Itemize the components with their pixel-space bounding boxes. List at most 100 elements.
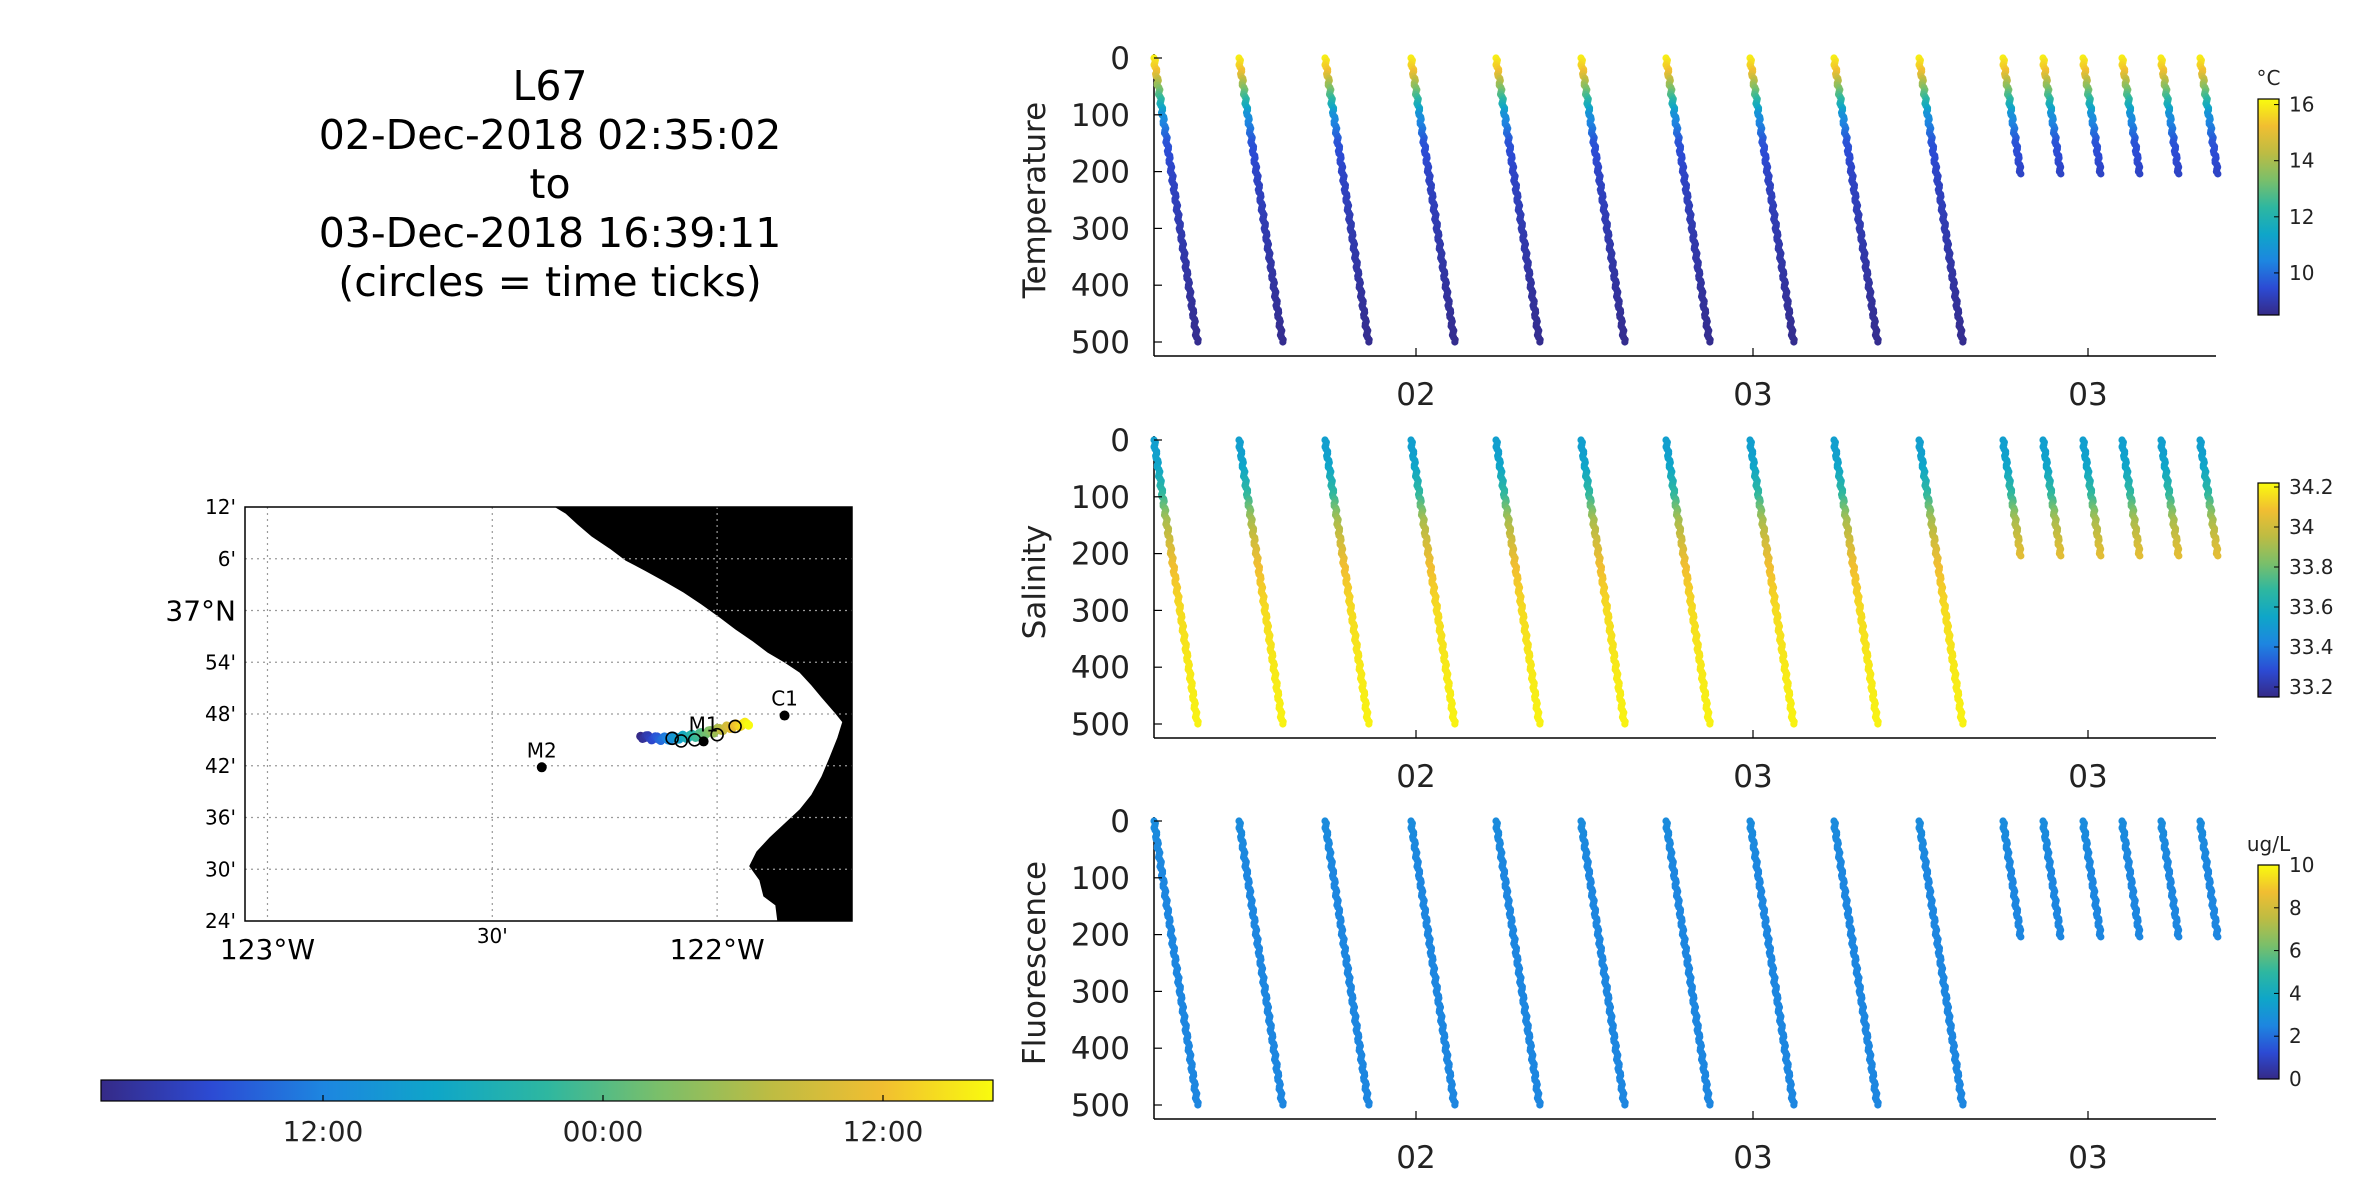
colorbar-unit-label: °C [2257,66,2281,90]
map-lat-tick-label: 36' [205,806,236,830]
station-marker [779,710,790,721]
y-tick-label: 400 [1071,268,1130,304]
data-point [2017,933,2025,941]
data-point [2214,170,2222,178]
time-colorbar: 12:00 00:00 12:00 [100,1079,994,1148]
y-tick-label: 200 [1071,918,1130,954]
station-label: C1 [771,687,798,711]
x-tick-label: 02 [1396,759,1435,795]
data-point [2175,552,2183,560]
y-tick-label: 500 [1071,325,1130,361]
data-point [1790,1101,1798,1109]
data-point [1706,720,1714,728]
y-tick-label: 100 [1071,480,1130,516]
y-tick-label: 300 [1071,974,1130,1010]
map-lat-tick-label: 48' [205,702,236,726]
data-point [2136,170,2144,178]
colorbar-tick-label: 33.4 [2289,635,2334,659]
title-line-to: to [529,160,571,208]
y-tick-label: 400 [1071,1031,1130,1067]
data-point [2057,933,2065,941]
data-point [2097,552,2105,560]
colorbar-tick-label: 33.6 [2289,595,2334,619]
map-lat-tick-label: 42' [205,754,236,778]
colorbar-tick-label: 33.2 [2289,675,2334,699]
map-lat-tick-label: 30' [205,857,236,881]
y-tick-label: 300 [1071,211,1130,247]
station-label: M2 [527,738,557,762]
x-tick-label: 03 [2068,1140,2107,1176]
data-point [1959,1101,1967,1109]
data-point [1194,338,1202,346]
time-tick-circle [665,731,679,746]
data-point [1536,1101,1544,1109]
colorbar-tick-label: 6 [2289,939,2302,963]
map-axis-ticks: 123°W 30' 122°W12'6'37°N54'48'42'36'30'24' [165,495,764,966]
x-tick-label: 03 [1733,759,1772,795]
x-tick-label: 02 [1396,377,1435,413]
data-point [1959,338,1967,346]
data-point [1451,338,1459,346]
time-tick-circle [674,734,688,748]
station-label: M1 [689,712,719,736]
glider-track [636,717,754,748]
data-point [1365,720,1373,728]
colorbar-tick-label: 34.2 [2289,475,2334,499]
map-stations: C1 M2 M1 [527,687,798,773]
y-tick-label: 100 [1071,98,1130,134]
data-point [1874,720,1882,728]
data-point [1279,1101,1287,1109]
figure-title: L67 02-Dec-2018 02:35:02 to 03-Dec-2018 … [200,62,900,307]
station-marker [698,736,709,747]
data-point [1365,1101,1373,1109]
colorbar-tick-label: 4 [2289,981,2302,1005]
time-colorbar-gradient [100,1079,994,1102]
station-marker [536,762,547,773]
data-point [1279,338,1287,346]
x-tick-label: 03 [1733,377,1772,413]
map-frame [244,506,853,922]
y-tick-label: 0 [1110,423,1130,459]
y-tick-label: 0 [1110,804,1130,840]
data-point [2017,170,2025,178]
data-point [2136,933,2144,941]
colorbar [2257,864,2280,1080]
map-lat-tick-label: 54' [205,650,236,674]
data-point [1365,338,1373,346]
title-line-start-time: 02-Dec-2018 02:35:02 [318,111,782,159]
data-point [1621,1101,1629,1109]
y-tick-label: 0 [1110,41,1130,77]
map-gridlines [245,507,852,921]
time-colorbar-ticks: 12:00 00:00 12:00 [283,1095,924,1148]
data-point [2175,933,2183,941]
title-line-note: (circles = time ticks) [338,258,762,306]
data-point [2214,933,2222,941]
data-point [2017,552,2025,560]
data-point [2057,170,2065,178]
map-lat-tick-label: 12' [205,495,236,519]
y-tick-label: 400 [1071,650,1130,686]
data-point [1451,720,1459,728]
data-point [1790,338,1798,346]
time-tick-circle [728,719,742,734]
data-point [1621,338,1629,346]
data-point [1790,720,1798,728]
colorbar [2257,98,2280,316]
colorbar-tick-label: 34 [2289,515,2314,539]
time-colorbar-tick-label: 12:00 [843,1115,924,1148]
data-point [1279,720,1287,728]
x-tick-label: 02 [1396,1140,1435,1176]
y-axis-label: Temperature [1017,102,1053,299]
data-point [1621,720,1629,728]
data-point [1959,720,1967,728]
map-lon-tick-label: 30' [477,924,508,948]
data-point [1451,1101,1459,1109]
y-axis-label: Salinity [1017,525,1053,640]
x-tick-label: 03 [2068,377,2107,413]
time-colorbar-tick-label: 00:00 [563,1115,644,1148]
glider-track-point [744,720,754,730]
time-tick-circle [710,727,724,742]
